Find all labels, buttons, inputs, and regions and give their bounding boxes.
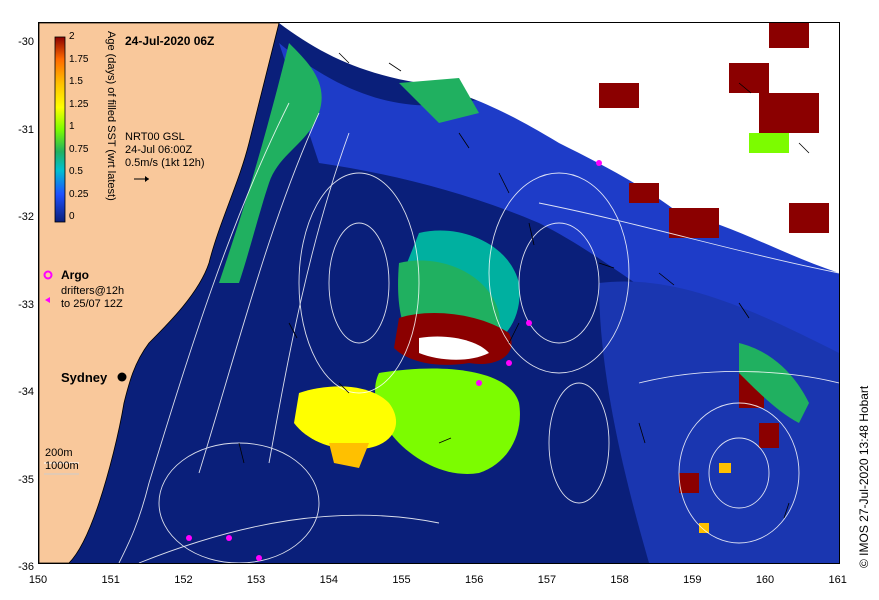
colorbar bbox=[54, 36, 66, 223]
y-tick-label: -32 bbox=[18, 211, 34, 223]
y-tick-label: -31 bbox=[18, 123, 34, 136]
colorbar-label: Age (days) of filled SST (wrt latest) bbox=[105, 31, 117, 201]
colorbar-tick-label: 1 bbox=[69, 121, 75, 132]
x-tick-label: 155 bbox=[392, 574, 411, 586]
east-green bbox=[739, 343, 809, 423]
green-patch-north bbox=[399, 78, 479, 123]
y-tick-label: -35 bbox=[18, 473, 34, 486]
central-cloud bbox=[419, 336, 489, 360]
sst-mid-region bbox=[279, 43, 839, 443]
east-orange-patches bbox=[699, 463, 731, 533]
drifters-label-2: to 25/07 12Z bbox=[61, 298, 123, 310]
colorbar-tick-label: 1.5 bbox=[69, 76, 83, 87]
drifters-label-1: drifters@12h bbox=[61, 285, 125, 297]
sst-map: 24-Jul-2020 06Z 2 1.75 1.5 1.25 1 0.75 0.5 0.25… bbox=[38, 22, 840, 564]
colorbar-tick-label: 2 bbox=[69, 31, 75, 42]
drifter-tracks bbox=[186, 160, 602, 561]
x-tick-label: 157 bbox=[537, 574, 557, 586]
colorbar-tick-label: 1.25 bbox=[69, 98, 89, 110]
y-tick-label: -30 bbox=[18, 36, 34, 48]
argo-label: Argo bbox=[61, 268, 89, 282]
depth-1000m-label: 1000m bbox=[45, 460, 79, 472]
nrt-line2: 24-Jul 06:00Z bbox=[125, 144, 193, 156]
sydney-label: Sydney bbox=[61, 370, 108, 385]
map-date-title: 24-Jul-2020 06Z bbox=[125, 34, 215, 48]
nrt-line1: NRT00 GSL bbox=[125, 131, 185, 143]
colorbar-tick-label: 0.5 bbox=[69, 166, 83, 177]
colorbar-tick-label: 1.75 bbox=[69, 53, 89, 65]
x-tick-label: 159 bbox=[683, 574, 702, 586]
colorbar-tick-label: 0.25 bbox=[69, 188, 89, 200]
x-tick-label: 152 bbox=[174, 574, 193, 586]
coastal-green bbox=[219, 43, 322, 283]
credit-text: © IMOS 27-Jul-2020 13:48 Hobart bbox=[857, 385, 871, 568]
drifter-legend-icon bbox=[45, 297, 50, 303]
bright-green-region bbox=[375, 368, 520, 474]
x-tick-label: 150 bbox=[28, 574, 48, 586]
nrt-line3: 0.5m/s (1kt 12h) bbox=[125, 157, 205, 169]
colorbar-tick-label: 0.75 bbox=[69, 143, 89, 155]
y-tick-label: -34 bbox=[18, 386, 34, 398]
old-sst-patches bbox=[599, 23, 829, 238]
current-vectors bbox=[238, 52, 810, 519]
sst-map-canvas bbox=[39, 23, 839, 563]
x-tick-label: 153 bbox=[246, 574, 266, 586]
orange-region bbox=[329, 443, 369, 468]
yellow-region bbox=[294, 386, 397, 450]
land-australia bbox=[39, 23, 280, 563]
x-tick-label: 151 bbox=[101, 574, 120, 586]
x-tick-label: 154 bbox=[319, 574, 338, 586]
sst-east-region bbox=[599, 281, 839, 563]
x-tick-label: 160 bbox=[755, 574, 775, 586]
x-tick-label: 156 bbox=[465, 574, 484, 586]
colorbar-tick-label: 0 bbox=[69, 211, 75, 222]
sydney-marker bbox=[117, 372, 127, 382]
ssh-contours bbox=[118, 102, 839, 563]
y-tick-label: -36 bbox=[18, 561, 34, 573]
x-tick-label: 161 bbox=[828, 574, 847, 586]
green-patch-ne bbox=[749, 133, 789, 153]
x-tick-label: 158 bbox=[610, 574, 629, 586]
argo-legend-icon bbox=[43, 270, 53, 280]
depth-200m-label: 200m bbox=[45, 447, 73, 459]
y-tick-label: -33 bbox=[18, 298, 34, 311]
